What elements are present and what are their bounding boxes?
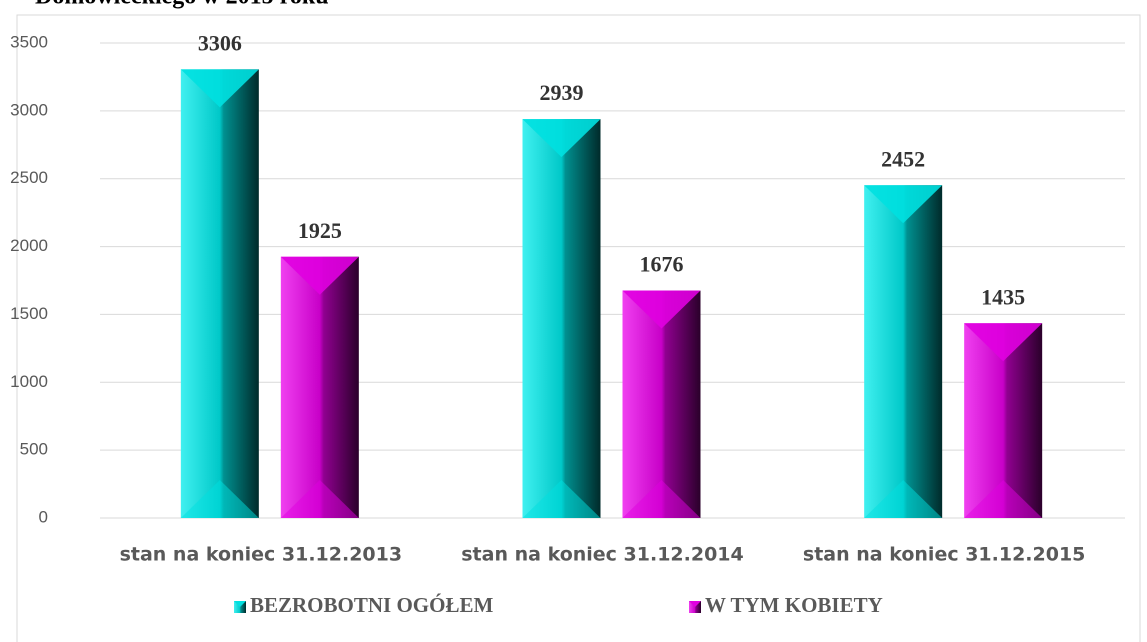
chart-border — [16, 14, 1141, 642]
x-tick-label: stan na koniec 31.12.2015 — [803, 544, 1086, 566]
y-tick-label: 1500 — [10, 304, 48, 323]
y-tick-label: 0 — [39, 507, 48, 526]
bar-bevel-bottom — [964, 480, 1043, 518]
bar-bevel-bottom — [864, 480, 943, 518]
legend-label: BEZROBOTNI OGÓŁEM — [250, 593, 493, 617]
bar-bevel-top — [864, 185, 943, 224]
x-tick-label: stan na koniec 31.12.2013 — [120, 544, 403, 566]
bar-bevel-top — [622, 290, 701, 329]
bar-bevel-top — [964, 323, 1043, 362]
data-label: 1676 — [640, 252, 684, 277]
y-tick-label: 3000 — [10, 100, 48, 119]
y-tick-label: 3500 — [10, 32, 48, 51]
bar-bevel-bottom — [180, 480, 259, 518]
data-label: 1435 — [981, 284, 1025, 309]
legend-swatch-bevel — [689, 601, 701, 607]
data-label: 2452 — [881, 146, 925, 171]
y-tick-label: 1000 — [10, 372, 48, 391]
bar-bevel-bottom — [280, 480, 359, 518]
bar — [522, 119, 601, 518]
data-label: 2939 — [540, 80, 584, 105]
x-tick-label: stan na koniec 31.12.2014 — [461, 544, 744, 566]
bar-bevel-bottom — [622, 480, 701, 518]
bar-bevel-top — [522, 119, 601, 158]
bar-bevel-top — [180, 69, 259, 108]
y-tick-label: 500 — [20, 440, 48, 459]
y-tick-label: 2500 — [10, 168, 48, 187]
chart-title: Domowieckiego w 2015 roku — [35, 0, 329, 10]
bar — [280, 256, 359, 518]
data-label: 1925 — [298, 218, 342, 243]
data-label: 3306 — [198, 30, 242, 55]
bar — [864, 185, 943, 518]
bar-bevel-bottom — [522, 480, 601, 518]
legend-label: W TYM KOBIETY — [705, 593, 883, 617]
bar — [180, 69, 259, 518]
bar-bevel-top — [280, 256, 359, 295]
y-tick-label: 2000 — [10, 236, 48, 255]
legend-swatch-bevel — [234, 601, 246, 607]
